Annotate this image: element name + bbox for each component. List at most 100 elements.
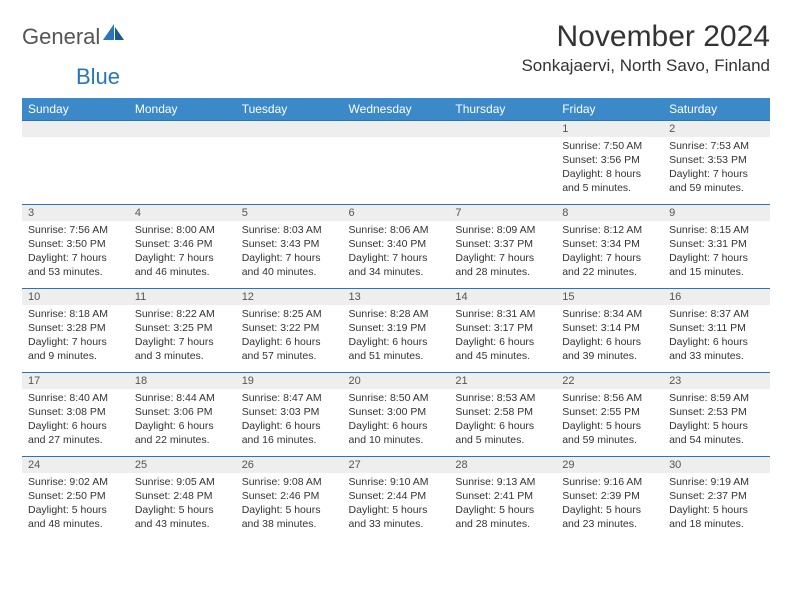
- sunset-text: Sunset: 3:22 PM: [242, 321, 337, 335]
- day-number-cell: 13: [343, 289, 450, 305]
- daylight-text: Daylight: 6 hours and 5 minutes.: [455, 419, 550, 447]
- day-number-cell: 19: [236, 373, 343, 389]
- day-number-cell: 10: [22, 289, 129, 305]
- day-number-cell: 21: [449, 373, 556, 389]
- daylight-text: Daylight: 7 hours and 46 minutes.: [135, 251, 230, 279]
- day-detail-cell: [22, 137, 129, 205]
- day-number-cell: 28: [449, 457, 556, 473]
- day-number-row: 3456789: [22, 205, 770, 221]
- daylight-text: Daylight: 5 hours and 59 minutes.: [562, 419, 657, 447]
- day-number-cell: [343, 121, 450, 137]
- daylight-text: Daylight: 5 hours and 18 minutes.: [669, 503, 764, 531]
- day-detail-cell: Sunrise: 8:18 AMSunset: 3:28 PMDaylight:…: [22, 305, 129, 373]
- day-detail-cell: Sunrise: 8:06 AMSunset: 3:40 PMDaylight:…: [343, 221, 450, 289]
- sunset-text: Sunset: 2:58 PM: [455, 405, 550, 419]
- day-detail-cell: [449, 137, 556, 205]
- sunrise-text: Sunrise: 9:10 AM: [349, 475, 444, 489]
- day-number-cell: 17: [22, 373, 129, 389]
- sunrise-text: Sunrise: 8:53 AM: [455, 391, 550, 405]
- day-number-cell: 5: [236, 205, 343, 221]
- day-number-cell: 9: [663, 205, 770, 221]
- sunrise-text: Sunrise: 8:56 AM: [562, 391, 657, 405]
- sunrise-text: Sunrise: 9:19 AM: [669, 475, 764, 489]
- sunset-text: Sunset: 3:50 PM: [28, 237, 123, 251]
- sunrise-text: Sunrise: 8:50 AM: [349, 391, 444, 405]
- day-number-row: 10111213141516: [22, 289, 770, 305]
- sunrise-text: Sunrise: 7:50 AM: [562, 139, 657, 153]
- day-detail-cell: Sunrise: 8:56 AMSunset: 2:55 PMDaylight:…: [556, 389, 663, 457]
- daylight-text: Daylight: 7 hours and 9 minutes.: [28, 335, 123, 363]
- day-number-cell: 6: [343, 205, 450, 221]
- daylight-text: Daylight: 7 hours and 15 minutes.: [669, 251, 764, 279]
- day-number-cell: 2: [663, 121, 770, 137]
- day-detail-cell: Sunrise: 7:50 AMSunset: 3:56 PMDaylight:…: [556, 137, 663, 205]
- daylight-text: Daylight: 7 hours and 28 minutes.: [455, 251, 550, 279]
- sunset-text: Sunset: 2:37 PM: [669, 489, 764, 503]
- daylight-text: Daylight: 5 hours and 54 minutes.: [669, 419, 764, 447]
- sunset-text: Sunset: 3:19 PM: [349, 321, 444, 335]
- day-detail-cell: Sunrise: 9:05 AMSunset: 2:48 PMDaylight:…: [129, 473, 236, 541]
- day-number-cell: 23: [663, 373, 770, 389]
- day-detail-cell: [236, 137, 343, 205]
- sunset-text: Sunset: 3:34 PM: [562, 237, 657, 251]
- daylight-text: Daylight: 7 hours and 40 minutes.: [242, 251, 337, 279]
- day-detail-cell: Sunrise: 8:53 AMSunset: 2:58 PMDaylight:…: [449, 389, 556, 457]
- sunrise-text: Sunrise: 8:00 AM: [135, 223, 230, 237]
- sunrise-text: Sunrise: 8:44 AM: [135, 391, 230, 405]
- daylight-text: Daylight: 8 hours and 5 minutes.: [562, 167, 657, 195]
- sunset-text: Sunset: 3:00 PM: [349, 405, 444, 419]
- daylight-text: Daylight: 5 hours and 23 minutes.: [562, 503, 657, 531]
- sunset-text: Sunset: 2:39 PM: [562, 489, 657, 503]
- day-number-row: 12: [22, 121, 770, 137]
- day-header: Friday: [556, 98, 663, 121]
- day-detail-cell: Sunrise: 7:53 AMSunset: 3:53 PMDaylight:…: [663, 137, 770, 205]
- day-number-cell: 27: [343, 457, 450, 473]
- daylight-text: Daylight: 6 hours and 27 minutes.: [28, 419, 123, 447]
- day-number-cell: 1: [556, 121, 663, 137]
- daylight-text: Daylight: 7 hours and 3 minutes.: [135, 335, 230, 363]
- brand-part2: Blue: [76, 64, 120, 89]
- day-number-cell: 24: [22, 457, 129, 473]
- day-detail-cell: Sunrise: 8:09 AMSunset: 3:37 PMDaylight:…: [449, 221, 556, 289]
- sunset-text: Sunset: 3:31 PM: [669, 237, 764, 251]
- sunset-text: Sunset: 3:03 PM: [242, 405, 337, 419]
- sunrise-text: Sunrise: 8:59 AM: [669, 391, 764, 405]
- day-number-cell: 4: [129, 205, 236, 221]
- daylight-text: Daylight: 5 hours and 48 minutes.: [28, 503, 123, 531]
- brand-logo: General: [22, 24, 125, 50]
- day-detail-cell: Sunrise: 8:31 AMSunset: 3:17 PMDaylight:…: [449, 305, 556, 373]
- sunset-text: Sunset: 2:46 PM: [242, 489, 337, 503]
- sunrise-text: Sunrise: 9:05 AM: [135, 475, 230, 489]
- day-detail-row: Sunrise: 7:50 AMSunset: 3:56 PMDaylight:…: [22, 137, 770, 205]
- sunrise-text: Sunrise: 7:56 AM: [28, 223, 123, 237]
- sunrise-text: Sunrise: 8:15 AM: [669, 223, 764, 237]
- day-detail-cell: Sunrise: 8:03 AMSunset: 3:43 PMDaylight:…: [236, 221, 343, 289]
- day-detail-cell: Sunrise: 9:10 AMSunset: 2:44 PMDaylight:…: [343, 473, 450, 541]
- sunrise-text: Sunrise: 8:09 AM: [455, 223, 550, 237]
- day-number-cell: 29: [556, 457, 663, 473]
- day-header: Monday: [129, 98, 236, 121]
- sunset-text: Sunset: 3:37 PM: [455, 237, 550, 251]
- day-number-cell: 11: [129, 289, 236, 305]
- day-detail-cell: Sunrise: 8:34 AMSunset: 3:14 PMDaylight:…: [556, 305, 663, 373]
- daylight-text: Daylight: 5 hours and 28 minutes.: [455, 503, 550, 531]
- sunrise-text: Sunrise: 8:37 AM: [669, 307, 764, 321]
- day-detail-cell: Sunrise: 8:12 AMSunset: 3:34 PMDaylight:…: [556, 221, 663, 289]
- sunset-text: Sunset: 2:44 PM: [349, 489, 444, 503]
- day-detail-cell: Sunrise: 8:22 AMSunset: 3:25 PMDaylight:…: [129, 305, 236, 373]
- day-detail-row: Sunrise: 9:02 AMSunset: 2:50 PMDaylight:…: [22, 473, 770, 541]
- day-header: Tuesday: [236, 98, 343, 121]
- sunrise-text: Sunrise: 8:22 AM: [135, 307, 230, 321]
- sunset-text: Sunset: 2:53 PM: [669, 405, 764, 419]
- day-number-cell: 16: [663, 289, 770, 305]
- sunset-text: Sunset: 3:43 PM: [242, 237, 337, 251]
- day-number-cell: 18: [129, 373, 236, 389]
- day-number-cell: 30: [663, 457, 770, 473]
- sunset-text: Sunset: 2:41 PM: [455, 489, 550, 503]
- day-header: Sunday: [22, 98, 129, 121]
- daylight-text: Daylight: 7 hours and 59 minutes.: [669, 167, 764, 195]
- day-number-cell: 26: [236, 457, 343, 473]
- day-number-cell: 8: [556, 205, 663, 221]
- day-number-cell: 25: [129, 457, 236, 473]
- day-number-cell: 20: [343, 373, 450, 389]
